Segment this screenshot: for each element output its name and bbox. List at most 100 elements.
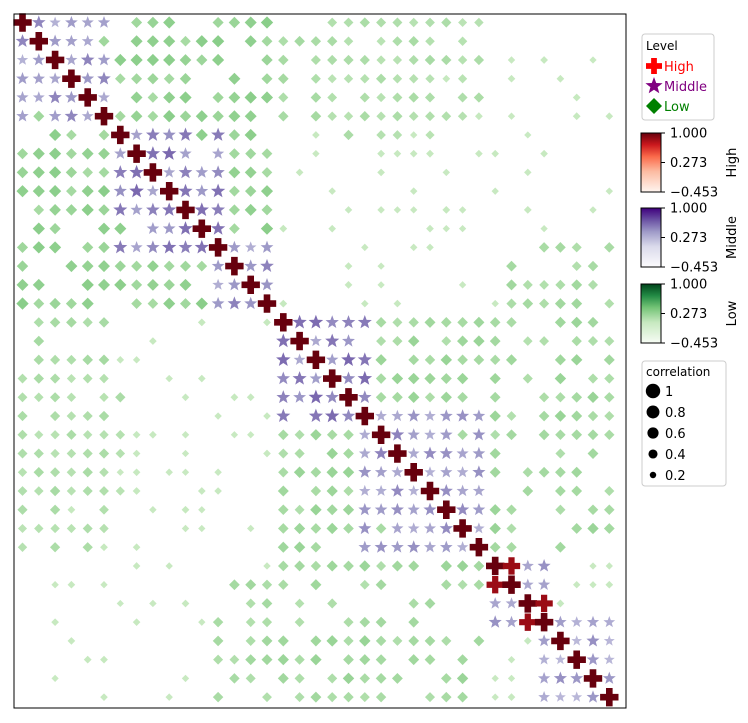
correlation-marker-middle [308,389,324,404]
correlation-marker-low [359,110,371,122]
correlation-marker-low [98,317,110,328]
correlation-marker-low [197,318,206,327]
correlation-marker-low [81,147,94,160]
correlation-marker-low [408,73,419,84]
correlation-size-legend: correlation 1 0.8 0.6 0.4 0.2 [641,360,727,487]
correlation-marker-low [441,111,452,122]
correlation-marker-low [507,693,516,701]
correlation-marker-low [198,618,206,626]
correlation-marker-low [343,36,354,47]
correlation-marker-low [328,187,336,195]
correlation-marker-low [99,523,109,534]
correlation-marker-low [392,635,403,646]
correlation-marker-low [375,73,387,84]
correlation-marker-low [327,692,338,703]
correlation-marker-low [410,206,418,214]
correlation-marker-low [181,599,190,608]
correlation-marker-low [376,560,387,571]
correlation-marker-low [424,635,436,647]
correlation-marker-middle [423,502,437,516]
correlation-marker-low [442,205,451,214]
correlation-marker-low [425,74,435,84]
size-legend-label: 1 [665,385,673,400]
correlation-marker-low [244,128,257,142]
correlation-marker-low [441,17,452,28]
correlation-marker-low [408,635,420,647]
correlation-marker-low [98,241,110,254]
correlation-marker-low [260,91,274,104]
correlation-marker-low [211,35,225,48]
colorbar-tick-label: 0.273 [670,231,707,246]
correlation-marker-low [457,36,468,46]
correlation-marker-middle [228,240,241,253]
correlation-marker-low [360,73,370,84]
correlation-marker-low [326,466,338,478]
correlation-marker-low [66,354,77,365]
correlation-marker-low [522,336,533,346]
correlation-marker-middle [407,428,420,441]
correlation-marker-middle [521,578,534,590]
correlation-marker-low [342,672,355,685]
correlation-marker-low [51,674,59,683]
correlation-marker-low [33,373,44,384]
correlation-marker-low [408,654,420,666]
correlation-marker-middle [97,15,111,28]
correlation-marker-middle [178,127,193,141]
correlation-marker-low [149,430,157,439]
correlation-marker-low [522,467,533,478]
correlation-marker-low [489,391,501,403]
correlation-marker-low [343,691,354,703]
correlation-marker-low [163,53,176,67]
correlation-marker-low [34,392,44,403]
correlation-marker-low [424,54,436,66]
correlation-marker-middle [537,578,551,590]
correlation-marker-middle [162,202,177,216]
correlation-marker-low [115,430,126,440]
correlation-marker-low [179,73,192,85]
correlation-marker-low [587,391,599,404]
correlation-marker-middle [439,540,453,553]
correlation-marker-middle [178,183,193,198]
correlation-marker-middle [178,221,193,235]
correlation-marker-low [408,560,420,572]
correlation-marker-high [535,594,553,613]
correlation-marker-middle [146,240,160,254]
correlation-marker-low [245,673,256,684]
correlation-marker-low [32,166,45,179]
correlation-marker-middle [586,615,600,628]
correlation-marker-low [228,148,240,160]
correlation-marker-low [344,206,353,214]
correlation-marker-low [260,16,274,29]
correlation-marker-low [294,617,305,628]
correlation-marker-low [228,91,241,104]
correlation-marker-middle [195,165,209,178]
correlation-marker-low [424,654,436,666]
correlation-marker-low [212,110,224,122]
correlation-marker-low [229,654,240,665]
colorbar-tick-label: −0.453 [670,186,718,201]
correlation-marker-low [98,204,110,216]
correlation-marker-low [98,260,110,273]
correlation-marker-middle [113,184,127,197]
correlation-marker-low [538,429,550,441]
correlation-marker-low [458,281,467,289]
correlation-marker-low [555,242,566,253]
correlation-marker-low [489,522,501,535]
correlation-marker-low [425,111,435,122]
correlation-marker-high [551,631,570,651]
correlation-marker-low [507,655,516,664]
correlation-marker-low [326,485,338,497]
correlation-marker-low [456,672,469,685]
correlation-marker-high [176,200,195,220]
correlation-marker-low [163,35,176,48]
correlation-marker-high [225,256,244,276]
correlation-marker-high [45,50,65,70]
correlation-marker-low [540,56,548,64]
correlation-marker-low [603,523,615,534]
correlation-marker-low [377,149,385,158]
correlation-marker-low [587,522,599,535]
correlation-marker-low [604,336,615,347]
correlation-marker-low [377,206,385,214]
correlation-marker-middle [439,409,453,422]
correlation-marker-low [17,486,28,496]
